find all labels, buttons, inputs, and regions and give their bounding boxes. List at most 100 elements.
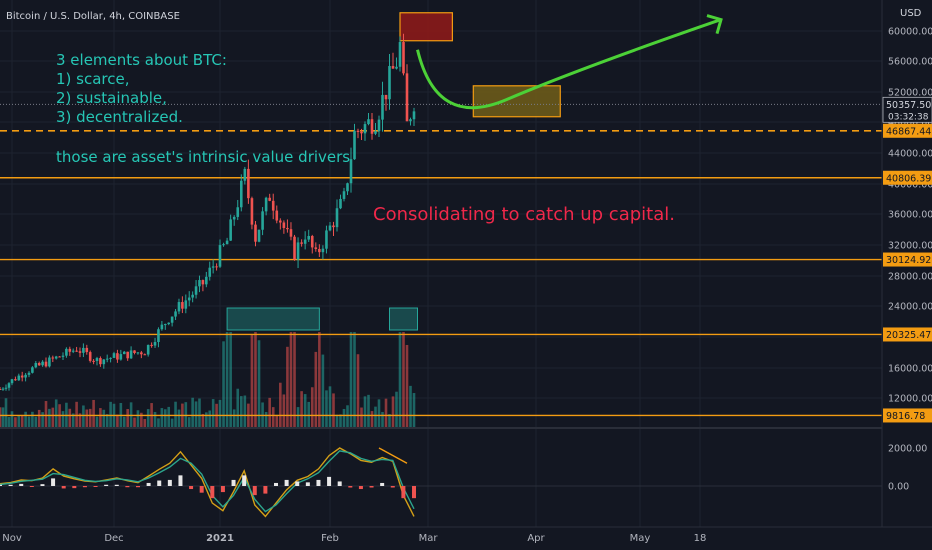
volume-highlight-1 — [389, 307, 418, 331]
candle-body-91 — [310, 236, 314, 248]
volume-bar-94 — [321, 354, 325, 427]
candle-body-73 — [247, 168, 250, 199]
candle-body-46 — [153, 342, 157, 346]
candle-body-38 — [126, 351, 129, 359]
candle-body-98 — [335, 208, 339, 228]
candle-body-77 — [261, 211, 264, 230]
price-candles — [0, 33, 416, 391]
volume-bar-52 — [174, 401, 177, 427]
candle-body-67 — [225, 240, 229, 245]
volume-bar-75 — [254, 332, 257, 427]
volume-bar-35 — [116, 414, 119, 427]
osc-tick-label-0: 2000.00 — [888, 444, 927, 455]
projection-arrow-head — [706, 14, 723, 35]
volume-bar-83 — [282, 394, 286, 427]
volume-bar-56 — [187, 417, 191, 427]
candle-body-72 — [243, 168, 247, 181]
candle-body-15 — [48, 357, 51, 367]
candle-body-52 — [174, 311, 177, 317]
candle-body-118 — [405, 73, 409, 122]
volume-bar-46 — [153, 411, 157, 427]
volume-bar-120 — [412, 393, 416, 427]
candle-body-63 — [211, 266, 215, 268]
price-axis[interactable]: 60000.00 56000.00 52000.00 48000.00 44000.00… — [881, 0, 932, 550]
volume-bar-98 — [335, 414, 339, 427]
volume-bar-26 — [85, 409, 89, 427]
candle-body-81 — [275, 210, 279, 221]
candle-body-99 — [339, 198, 342, 209]
candle-body-97 — [332, 225, 335, 228]
volume-bar-80 — [271, 407, 275, 427]
oscillator-pane — [0, 447, 882, 518]
candle-body-21 — [68, 348, 72, 352]
candle-body-113 — [388, 66, 391, 100]
candle-body-117 — [402, 42, 405, 74]
candle-body-19 — [61, 355, 65, 357]
candle-body-53 — [177, 302, 181, 312]
volume-bar-57 — [191, 397, 194, 427]
volume-bar-86 — [293, 332, 296, 427]
osc-histogram-bar-24 — [252, 486, 257, 496]
volume-bar-67 — [225, 332, 229, 427]
osc-histogram-bar-19 — [199, 486, 204, 493]
candle-body-107 — [367, 119, 370, 125]
volume-bar-48 — [160, 408, 164, 427]
volume-bar-87 — [296, 407, 300, 427]
volume-highlight-0 — [226, 307, 320, 331]
volume-bar-109 — [374, 406, 377, 427]
candle-body-76 — [257, 229, 261, 242]
price-level-label-4: 9816.78 — [886, 411, 925, 422]
candle-body-93 — [318, 248, 321, 253]
candle-body-103 — [353, 130, 356, 160]
volume-bar-3 — [7, 417, 11, 427]
volume-bar-25 — [82, 405, 85, 427]
volume-bar-10 — [31, 411, 34, 427]
candle-body-112 — [384, 94, 388, 100]
candle-body-115 — [395, 66, 398, 69]
volume-bar-119 — [409, 385, 412, 427]
candle-body-12 — [37, 362, 41, 366]
volume-bar-15 — [48, 408, 51, 427]
candle-body-114 — [391, 66, 395, 69]
candle-body-109 — [374, 131, 377, 134]
osc-histogram-bar-34 — [358, 486, 363, 490]
osc-histogram-bar-5 — [51, 478, 56, 486]
volume-bar-28 — [92, 399, 95, 427]
currency-label: USD — [900, 8, 922, 19]
countdown-label: 03:32:38 — [888, 112, 929, 122]
candle-body-0 — [0, 389, 2, 390]
osc-histogram-bar-13 — [136, 486, 140, 488]
candle-body-11 — [34, 362, 38, 368]
volume-bar-17 — [54, 399, 58, 427]
candle-body-116 — [398, 42, 402, 67]
price-tick-label-4: 44000.00 — [888, 149, 932, 160]
candle-body-10 — [31, 367, 34, 373]
candle-body-25 — [82, 347, 85, 353]
time-axis[interactable]: Nov Dec 2021 Feb Mar Apr May 18 — [0, 526, 932, 550]
volume-bar-33 — [109, 401, 112, 427]
volume-bar-77 — [261, 402, 264, 427]
candle-body-2 — [4, 387, 8, 389]
symbol-label[interactable]: Bitcoin / U.S. Dollar, 4h, COINBASE — [6, 11, 180, 22]
volume-bar-41 — [136, 410, 140, 427]
candle-body-13 — [41, 361, 44, 366]
candle-body-51 — [170, 316, 174, 323]
osc-series-line-1 — [0, 450, 415, 513]
grid-lines — [0, 0, 882, 527]
volume-bar-110 — [377, 399, 381, 427]
osc-histogram-bar-39 — [412, 486, 416, 499]
price-tick-label-2: 52000.00 — [888, 88, 932, 99]
price-level-tag-1 — [883, 170, 932, 185]
volume-bar-4 — [10, 411, 14, 427]
volume-bar-95 — [325, 390, 328, 427]
volume-bar-21 — [68, 408, 72, 427]
osc-histogram-bar-21 — [220, 486, 225, 493]
candle-body-108 — [370, 119, 374, 134]
volume-bar-19 — [61, 411, 65, 427]
volume-bar-61 — [205, 412, 208, 427]
projection-arrow — [416, 14, 723, 110]
osc-histogram-bar-27 — [284, 479, 289, 486]
candle-body-106 — [363, 124, 367, 134]
